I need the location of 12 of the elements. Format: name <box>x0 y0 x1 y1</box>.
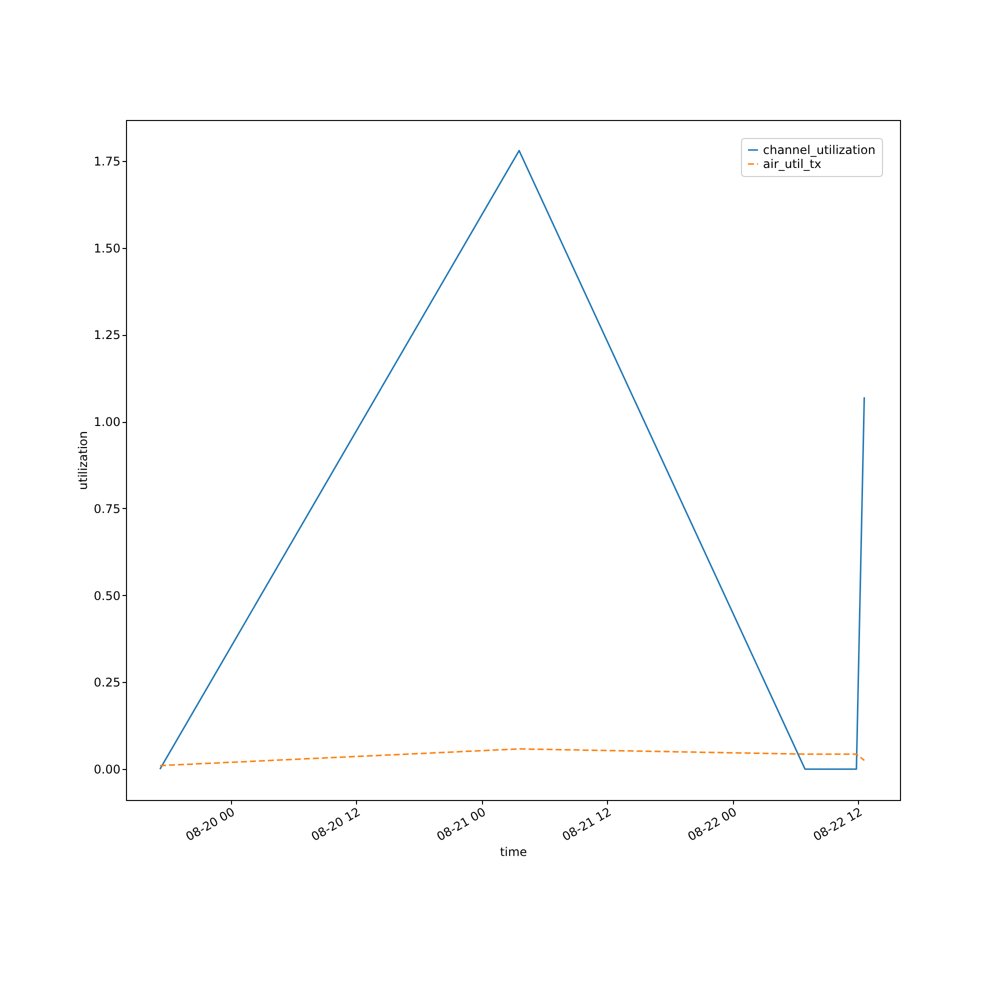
y-tick-label: 0.50 <box>94 588 120 603</box>
y-tick-label: 1.75 <box>94 154 120 168</box>
y-tick-label: 1.00 <box>94 415 120 430</box>
x-axis-title: time <box>500 845 528 860</box>
y-tick-label: 0.00 <box>94 762 120 777</box>
y-tick-label: 0.75 <box>94 502 120 516</box>
legend-label: air_util_tx <box>763 157 822 171</box>
y-tick-label: 1.25 <box>94 328 120 342</box>
y-tick-label: 0.25 <box>94 676 120 690</box>
y-tick-label: 1.50 <box>94 241 120 256</box>
y-axis-title: utilization <box>76 431 90 490</box>
legend-label: channel_utilization <box>763 143 876 157</box>
